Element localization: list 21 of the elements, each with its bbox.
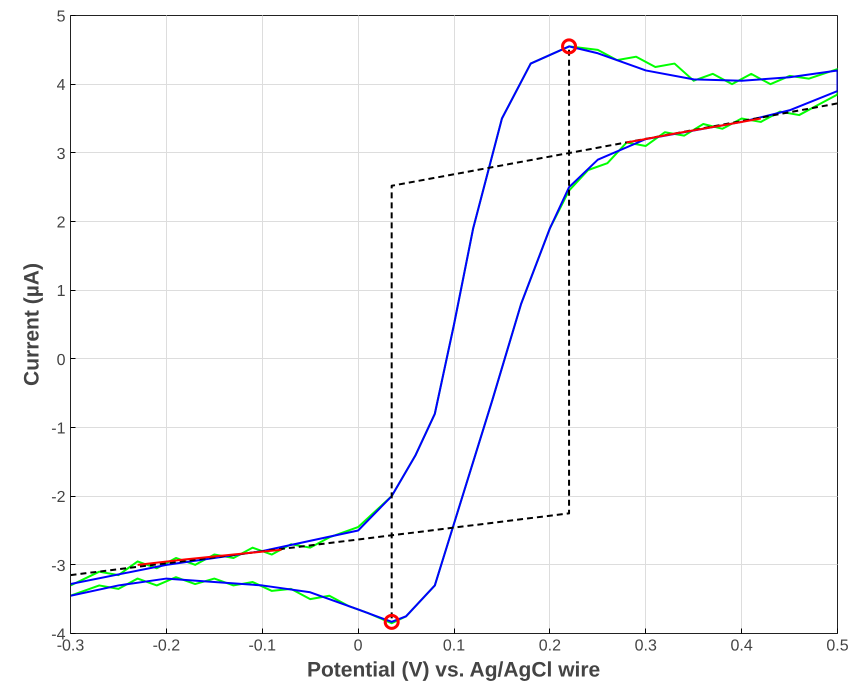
x-tick-label: -0.1 [248,638,276,654]
y-tick-label: 2 [56,214,66,232]
x-tick-label: 0.3 [634,638,657,654]
y-tick-label: 1 [56,283,66,300]
y-tick-label: 0 [56,352,66,369]
y-tick-label: 5 [56,8,66,26]
line-series [136,548,282,566]
line-series [626,118,762,144]
y-tick-label: 3 [56,146,66,163]
x-tick-label: 0.4 [730,638,753,654]
x-tick-label: 0 [354,638,363,654]
x-tick-label: -0.2 [152,638,180,654]
y-tick-label: 4 [56,77,66,94]
x-tick-label: 0.2 [538,638,562,654]
y-tick-label: -2 [51,489,66,506]
y-tick-label: -3 [51,558,66,575]
y-tick-label: -1 [51,420,66,438]
y-axis-title: Current (µA) [20,263,44,386]
x-tick-label: 0.1 [442,638,466,654]
x-tick-label: 0.5 [826,638,849,654]
x-axis-title: Potential (V) vs. Ag/AgCl wire [306,658,600,682]
